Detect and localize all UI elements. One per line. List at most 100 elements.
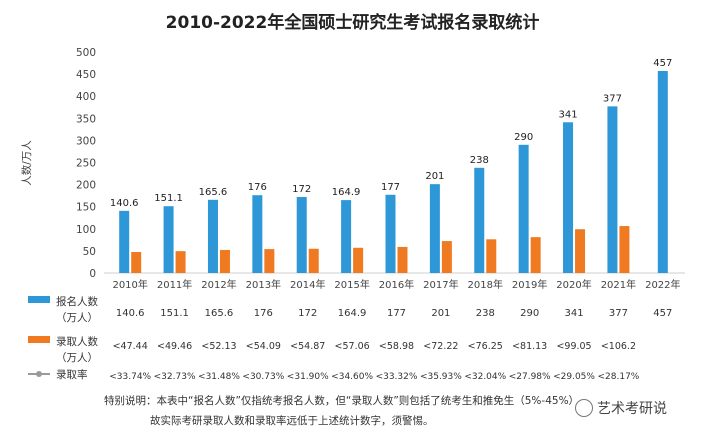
data-label-applicants: 457 [653, 58, 672, 69]
y-tick-label: 400 [76, 91, 96, 103]
data-label-applicants: 176 [248, 182, 267, 193]
y-tick-label: 450 [76, 69, 96, 81]
bar-applicants [429, 184, 440, 273]
bar-applicants [296, 196, 307, 273]
table-cell-applicants: 238 [476, 308, 495, 319]
table-cell-admitted: <52.13 [201, 341, 236, 352]
table-cell-applicants: 164.9 [338, 308, 367, 319]
table-cell-rate: <32.04% [464, 372, 506, 382]
y-tick-label: 200 [76, 180, 96, 192]
data-label-applicants: 341 [558, 109, 577, 120]
x-tick-label: 2014年 [290, 278, 325, 291]
table-cell-admitted: <99.05 [556, 341, 591, 352]
x-tick-label: 2018年 [468, 278, 503, 291]
table-cell-rate: <34.60% [331, 372, 373, 382]
table-cell-rate: <33.32% [376, 372, 418, 382]
y-tick-label: 150 [76, 202, 96, 214]
table-cell-rate: <27.98% [509, 372, 551, 382]
bar-admitted [175, 251, 186, 273]
table-row-label: （万人） [56, 312, 98, 324]
data-label-applicants: 151.1 [154, 193, 183, 204]
bar-admitted [575, 229, 586, 273]
x-tick-label: 2012年 [201, 278, 236, 291]
table-cell-admitted: <106.2 [601, 341, 636, 352]
y-tick-label: 350 [76, 113, 96, 125]
legend-admitted-swatch [28, 336, 50, 343]
x-tick-label: 2010年 [112, 278, 147, 291]
table-cell-rate: <31.90% [287, 372, 329, 382]
table-cell-applicants: 151.1 [160, 308, 189, 319]
x-tick-label: 2019年 [512, 278, 547, 291]
bar-applicants [518, 144, 529, 273]
y-tick-label: 100 [76, 224, 96, 236]
x-tick-label: 2011年 [157, 278, 192, 291]
table-cell-admitted: <49.46 [157, 341, 192, 352]
bar-applicants [474, 167, 485, 273]
table-cell-rate: <35.93% [420, 372, 462, 382]
data-label-applicants: 140.6 [110, 198, 139, 209]
table-cell-applicants: 341 [564, 308, 583, 319]
bar-applicants [163, 206, 174, 273]
data-label-applicants: 290 [514, 132, 533, 143]
x-tick-label: 2020年 [556, 278, 591, 291]
y-tick-label: 500 [76, 47, 96, 59]
bar-applicants [563, 122, 574, 273]
data-label-applicants: 177 [381, 182, 400, 193]
table-cell-admitted: <81.13 [512, 341, 547, 352]
legend-applicants-swatch [28, 296, 50, 303]
data-label-applicants: 238 [470, 155, 489, 166]
data-label-applicants: 172 [292, 184, 311, 195]
data-label-applicants: 165.6 [199, 187, 228, 198]
table-cell-applicants: 165.6 [205, 308, 234, 319]
note-line-2: 故实际考研录取人数和录取率远低于上述统计数字，须警惕。 [150, 415, 434, 427]
y-tick-label: 50 [83, 246, 96, 258]
table-row-label: 录取人数 [56, 335, 98, 348]
bar-applicants [341, 200, 352, 273]
table-cell-admitted: <58.98 [379, 341, 414, 352]
table-cell-admitted: <57.06 [335, 341, 370, 352]
table-cell-admitted: <76.25 [468, 341, 503, 352]
y-tick-label: 250 [76, 158, 96, 170]
bar-admitted [441, 241, 452, 273]
chart-title: 2010-2022年全国硕士研究生考试报名录取统计 [165, 13, 540, 33]
x-tick-label: 2022年 [645, 278, 680, 291]
bar-admitted [530, 237, 541, 273]
watermark-text: 艺术考研说 [597, 401, 667, 417]
bar-admitted [486, 239, 497, 273]
table-row-label: （万人） [56, 352, 98, 364]
data-label-applicants: 377 [603, 93, 622, 104]
note-line-1: 特别说明：本表中“报名人数”仅指统考报名人数，但“录取人数”则包括了统考生和推免… [104, 395, 580, 407]
table-cell-applicants: 290 [520, 308, 539, 319]
bar-admitted [264, 249, 275, 273]
table-row-label: 报名人数 [56, 295, 98, 308]
table-cell-rate: <33.74% [109, 372, 151, 382]
x-tick-label: 2017年 [423, 278, 458, 291]
wechat-icon [575, 399, 593, 417]
bar-admitted [308, 248, 319, 273]
bar-applicants [385, 194, 396, 273]
table-cell-admitted: <54.87 [290, 341, 325, 352]
bar-applicants [252, 195, 263, 273]
table-cell-rate: <29.05% [553, 372, 595, 382]
x-tick-label: 2013年 [246, 278, 281, 291]
table-cell-admitted: <47.44 [113, 341, 148, 352]
bar-applicants [607, 106, 618, 273]
bar-admitted [131, 252, 142, 273]
bar-admitted [219, 249, 230, 273]
table-cell-rate: <30.73% [242, 372, 284, 382]
table-cell-applicants: 140.6 [116, 308, 145, 319]
x-tick-label: 2016年 [379, 278, 414, 291]
x-tick-label: 2015年 [334, 278, 369, 291]
table-cell-rate: <28.17% [597, 372, 639, 382]
y-axis-label: 人数/万人 [20, 140, 33, 186]
table-row-label: 录取率 [56, 368, 88, 381]
table-cell-applicants: 176 [254, 308, 273, 319]
y-tick-label: 0 [89, 268, 96, 280]
x-tick-label: 2021年 [601, 278, 636, 291]
data-label-applicants: 201 [425, 171, 444, 182]
bar-admitted [619, 226, 630, 273]
table-cell-admitted: <54.09 [246, 341, 281, 352]
bar-applicants [119, 210, 130, 273]
y-tick-label: 300 [76, 135, 96, 147]
